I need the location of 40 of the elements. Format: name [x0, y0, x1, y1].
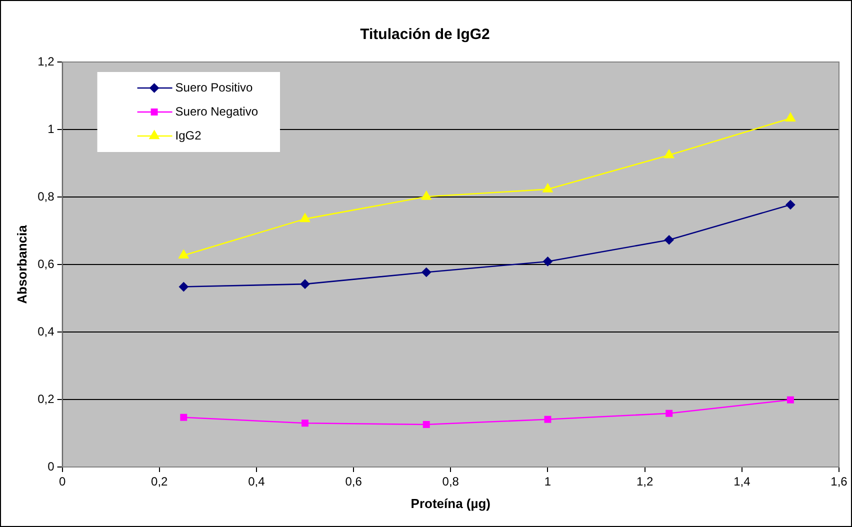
point	[178, 282, 188, 292]
point	[178, 250, 189, 259]
point	[664, 150, 674, 158]
point	[786, 396, 794, 404]
y-tick-label: 0,8	[38, 189, 55, 204]
point	[180, 414, 188, 421]
x-tick-label: 0	[58, 474, 66, 489]
x-tick-label: 1,4	[734, 474, 751, 489]
point	[300, 279, 310, 289]
point	[666, 410, 673, 417]
x-tick-label: 0,8	[442, 474, 460, 489]
y-tick-label: 0,6	[38, 256, 55, 271]
point	[421, 191, 432, 200]
y-tick-label: 0,4	[38, 324, 55, 338]
x-tick-label: 0,4	[248, 474, 266, 489]
point	[664, 235, 674, 245]
legend-label: IgG2	[175, 128, 202, 142]
chart-title: Titulación de IgG2	[360, 26, 490, 44]
point	[542, 184, 553, 192]
point	[422, 268, 432, 277]
x-tick-label: 1,2	[636, 474, 654, 489]
x-tick-label: 1	[544, 474, 552, 489]
point	[302, 420, 308, 427]
y-axis-title: Absorbancia	[14, 224, 30, 304]
point	[544, 416, 552, 423]
y-tick-label: 1	[48, 122, 55, 136]
y-tick-label: 0,2	[38, 392, 55, 406]
point	[785, 112, 796, 122]
legend-label: Suero Negativo	[175, 104, 258, 118]
x-tick-label: 1,6	[830, 474, 848, 489]
point	[422, 420, 430, 428]
x-tick-label: 0,2	[151, 474, 168, 489]
legend-label: Suero Positivo	[175, 80, 253, 94]
y-tick-label: 0	[48, 459, 55, 474]
x-tick-label: 0,6	[345, 474, 362, 489]
point	[786, 200, 796, 210]
y-tick-label: 1,2	[38, 54, 55, 68]
x-axis-title: Proteína (µg)	[410, 496, 490, 511]
point	[543, 256, 552, 266]
point	[300, 213, 310, 222]
